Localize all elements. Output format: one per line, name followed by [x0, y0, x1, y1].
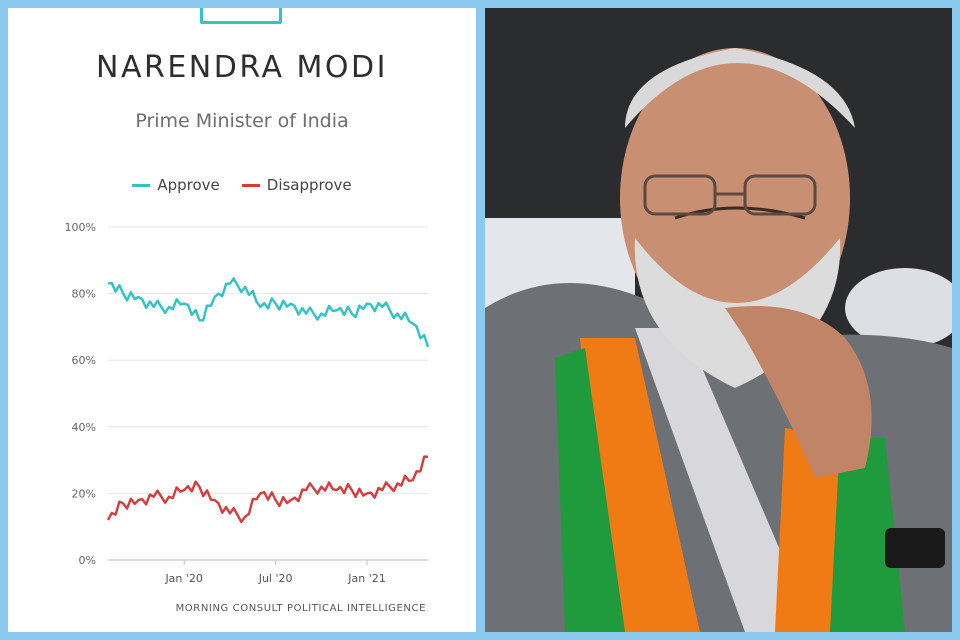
legend-item-disapprove: Disapprove: [241, 176, 352, 194]
legend-label-approve: Approve: [157, 176, 220, 194]
portrait-photo: [485, 8, 952, 632]
y-tick-label: 100%: [65, 221, 96, 234]
line-chart: 0% 20% 40% 60% 80% 100% Jan '20 Jul '20 Jan '21: [65, 221, 430, 585]
chart-legend: Approve Disapprove: [8, 176, 476, 194]
chart-panel: NARENDRA MODI Prime Minister of India Ap…: [8, 8, 476, 632]
portrait-illustration: [485, 8, 952, 632]
source-note: MORNING CONSULT POLITICAL INTELLIGENCE: [175, 603, 426, 614]
y-tick-label: 20%: [72, 487, 96, 500]
chart-subtitle: Prime Minister of India: [135, 110, 349, 132]
series-line-disapprove: [106, 455, 429, 524]
legend-label-disapprove: Disapprove: [266, 176, 352, 194]
y-tick-label: 0%: [79, 554, 96, 567]
legend-item-approve: Approve: [132, 176, 220, 194]
legend-swatch-disapprove: [241, 183, 260, 187]
series-line-approve: [107, 277, 430, 348]
x-tick-label: Jul '20: [258, 572, 293, 585]
x-tick-label: Jan '20: [164, 572, 202, 585]
y-tick-label: 80%: [72, 288, 96, 301]
y-tick-label: 40%: [72, 421, 96, 434]
y-tick-label: 60%: [72, 354, 96, 367]
x-tick-label: Jan '21: [347, 572, 385, 585]
logo-frame: [200, 8, 282, 24]
legend-swatch-approve: [132, 183, 151, 187]
chart-title: NARENDRA MODI: [96, 50, 388, 85]
